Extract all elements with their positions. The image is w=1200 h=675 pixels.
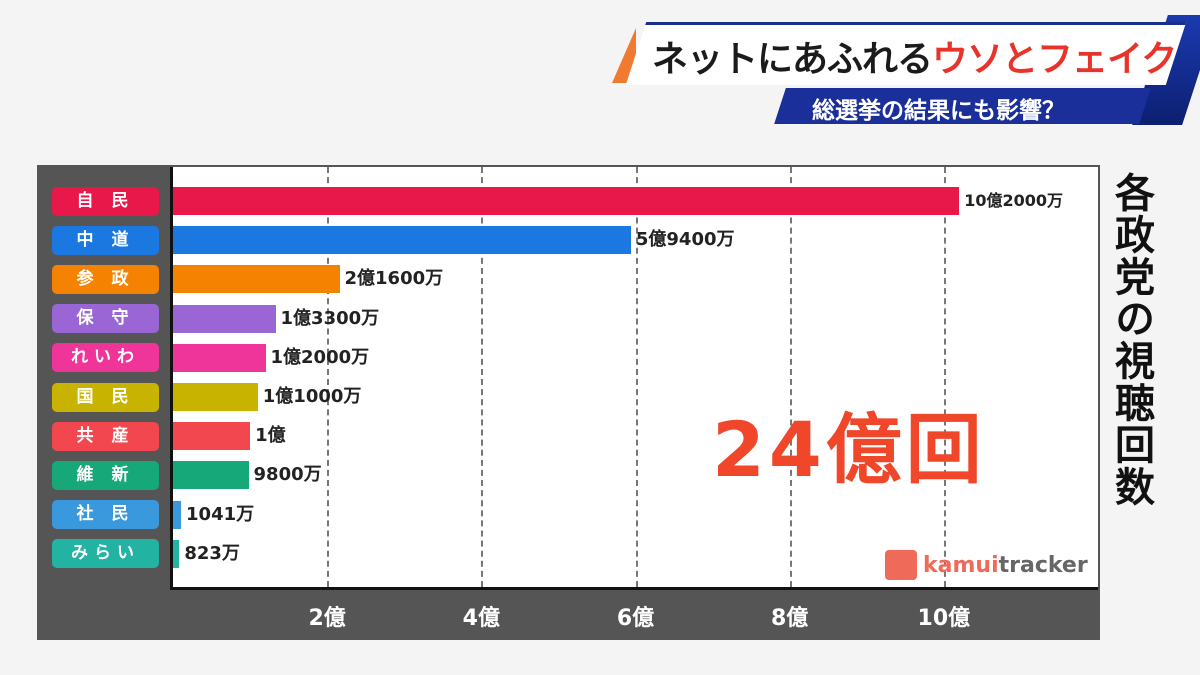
data-label: 1億1000万 xyxy=(262,386,362,407)
header-banner: ネットにあふれるウソとフェイク xyxy=(612,18,1187,85)
gridline xyxy=(789,167,792,587)
subtitle: 総選挙の結果にも影響？ xyxy=(812,98,1065,124)
headline-red: ウソとフェイク xyxy=(932,39,1177,80)
bar xyxy=(173,304,276,333)
data-label: 823万 xyxy=(184,542,240,564)
bar xyxy=(173,539,180,568)
category-label: 中 道 xyxy=(52,225,159,255)
data-label: 9800万 xyxy=(253,464,322,486)
data-label: 1億 xyxy=(255,425,286,447)
logo-text: kamuitracker xyxy=(923,553,1088,578)
category-label: 維 新 xyxy=(52,460,159,490)
bar xyxy=(173,383,258,411)
x-tick-label: 2億 xyxy=(308,606,346,631)
data-label: 1億3300万 xyxy=(280,307,380,329)
category-label: 参 政 xyxy=(52,264,159,294)
gridline xyxy=(481,167,484,587)
trend-chart-icon xyxy=(885,550,917,580)
data-label: 1億2000万 xyxy=(270,346,370,368)
bar xyxy=(173,461,249,490)
x-tick-label: 4億 xyxy=(462,606,500,631)
bar xyxy=(173,422,251,451)
bar xyxy=(173,265,340,294)
category-label: れいわ xyxy=(52,343,159,373)
data-label: 10億2000万 xyxy=(964,191,1064,210)
bar xyxy=(173,226,631,255)
headline-black: ネットにあふれる xyxy=(652,39,933,80)
logo-part1: kamui xyxy=(923,552,999,578)
chart-title: 各政党の視聴回数 xyxy=(1108,172,1154,508)
category-label: みらい xyxy=(52,539,159,569)
data-label: 1041万 xyxy=(186,503,255,525)
plot-area: 10億2000万 5億9400万 2億1600万 1億3300万 1億2000万 1億10… xyxy=(170,167,1098,590)
category-label: 共 産 xyxy=(52,421,159,451)
category-label: 国 民 xyxy=(52,382,159,412)
x-tick-label: 8億 xyxy=(771,606,809,631)
gridline xyxy=(943,167,946,587)
x-tick-label: 6億 xyxy=(616,606,655,631)
bar xyxy=(173,343,266,372)
category-label: 社 民 xyxy=(52,500,159,530)
gridline xyxy=(327,167,330,587)
bar xyxy=(173,500,182,529)
logo-part2: tracker xyxy=(998,552,1088,578)
x-tick-label: 10億 xyxy=(917,606,971,631)
total-views: 24億回 xyxy=(712,405,986,494)
data-label: 2億1600万 xyxy=(344,268,444,290)
bar xyxy=(173,187,960,215)
category-label: 保 守 xyxy=(52,304,159,334)
kamuitracker-logo: kamuitracker xyxy=(885,550,1088,580)
category-label: 自 民 xyxy=(52,186,159,216)
data-label: 5億9400万 xyxy=(635,229,735,251)
gridline xyxy=(635,167,638,587)
headline: ネットにあふれるウソとフェイク xyxy=(652,30,1177,82)
